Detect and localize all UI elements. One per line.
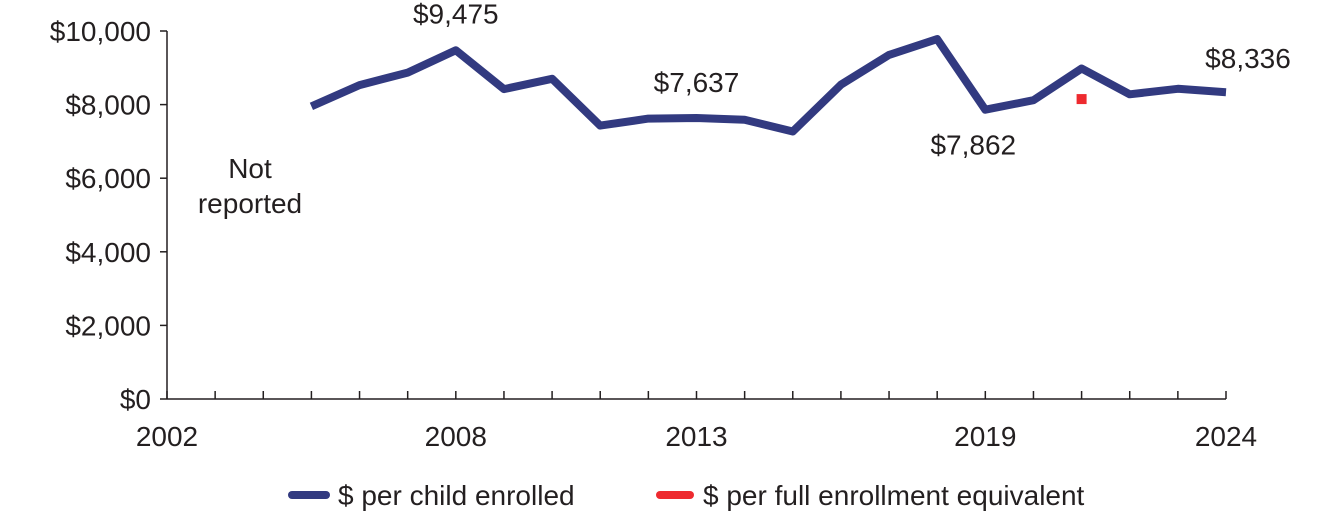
y-tick-label: $6,000 bbox=[65, 163, 151, 194]
legend: $ per child enrolled $ per full enrollme… bbox=[288, 480, 1085, 511]
x-tick-label: 2024 bbox=[1195, 421, 1257, 452]
data-label: $9,475 bbox=[413, 0, 499, 29]
y-tick-label: $8,000 bbox=[65, 90, 151, 121]
x-axis: 2002 2008 2013 2019 2024 bbox=[136, 391, 1257, 452]
not-reported-label-line-2: reported bbox=[198, 188, 302, 219]
x-tick-label: 2008 bbox=[425, 421, 487, 452]
series-line-per-child bbox=[309, 35, 1227, 136]
legend-label-per-fee: $ per full enrollment equivalent bbox=[703, 480, 1085, 511]
data-label: $8,336 bbox=[1205, 43, 1291, 74]
not-reported-label-line-1: Not bbox=[228, 153, 272, 184]
y-tick-label: $0 bbox=[120, 384, 151, 415]
y-axis: $0 $2,000 $4,000 $6,000 $8,000 $10,000 bbox=[50, 16, 168, 415]
series-layer bbox=[309, 35, 1227, 136]
x-tick-label: 2013 bbox=[665, 421, 727, 452]
legend-label-per-child: $ per child enrolled bbox=[338, 480, 575, 511]
x-tick-label: 2019 bbox=[954, 421, 1016, 452]
data-label: $7,862 bbox=[930, 130, 1016, 161]
x-tick-label: 2002 bbox=[136, 421, 198, 452]
series-point-per-fee bbox=[1076, 94, 1087, 105]
data-label: $7,637 bbox=[654, 67, 740, 98]
y-tick-label: $4,000 bbox=[65, 237, 151, 268]
y-tick-label: $10,000 bbox=[50, 16, 151, 47]
annotation-layer: $9,475 $7,637 $7,862 $8,336 bbox=[413, 0, 1291, 161]
y-tick-label: $2,000 bbox=[65, 310, 151, 341]
